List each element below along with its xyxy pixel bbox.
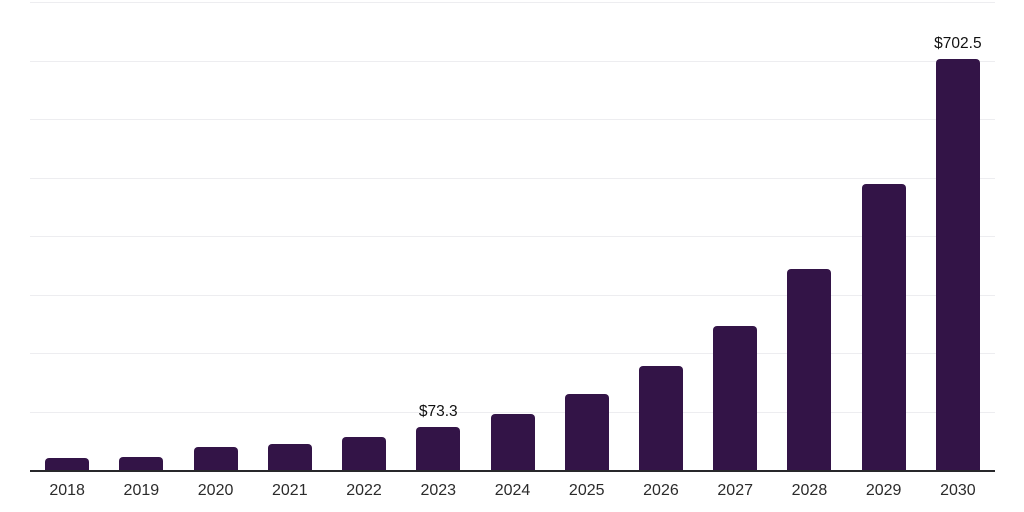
bar-2019 bbox=[119, 456, 164, 470]
gridline bbox=[30, 119, 995, 120]
x-axis-label-2026: 2026 bbox=[643, 482, 679, 499]
bar-2029 bbox=[861, 183, 906, 470]
bar-2022 bbox=[342, 437, 387, 470]
bar-2025 bbox=[564, 393, 609, 470]
gridline bbox=[30, 60, 995, 62]
gridline bbox=[30, 2, 995, 3]
x-axis-label-2023: 2023 bbox=[420, 482, 457, 499]
gridline bbox=[30, 411, 995, 413]
x-axis-label-2029: 2029 bbox=[865, 482, 902, 499]
gridline bbox=[30, 353, 995, 354]
bar-value-label-2030: $702.5 bbox=[934, 35, 982, 53]
x-axis-label-2030: 2030 bbox=[940, 482, 976, 499]
bar-2027 bbox=[713, 325, 758, 470]
gridline bbox=[30, 236, 995, 237]
gridline bbox=[30, 294, 995, 296]
x-axis-label-2022: 2022 bbox=[346, 482, 382, 499]
bar-2028 bbox=[787, 268, 832, 470]
bar-2024 bbox=[490, 414, 535, 470]
bar-2020 bbox=[193, 446, 238, 470]
x-axis-label-2025: 2025 bbox=[568, 482, 605, 499]
bar-2018 bbox=[45, 458, 90, 470]
x-axis-label-2021: 2021 bbox=[272, 482, 308, 499]
gridline bbox=[30, 177, 995, 179]
plot-area: $73.3 $702.5 2018 2019 2020 2021 2022 2023 2024… bbox=[30, 0, 995, 499]
bar-2030 bbox=[935, 59, 980, 470]
x-axis-label-2024: 2024 bbox=[494, 482, 531, 499]
x-axis-label-2019: 2019 bbox=[123, 482, 160, 499]
x-axis-line bbox=[30, 470, 995, 472]
bar-2023 bbox=[416, 427, 461, 470]
x-axis-label-2028: 2028 bbox=[791, 482, 828, 499]
bar-2026 bbox=[638, 366, 683, 470]
bar-2021 bbox=[267, 443, 312, 470]
x-axis-label-2018: 2018 bbox=[49, 482, 85, 499]
x-axis-label-2020: 2020 bbox=[197, 482, 234, 499]
x-axis-label-2027: 2027 bbox=[717, 482, 753, 499]
bar-value-label-2023: $73.3 bbox=[418, 403, 458, 421]
